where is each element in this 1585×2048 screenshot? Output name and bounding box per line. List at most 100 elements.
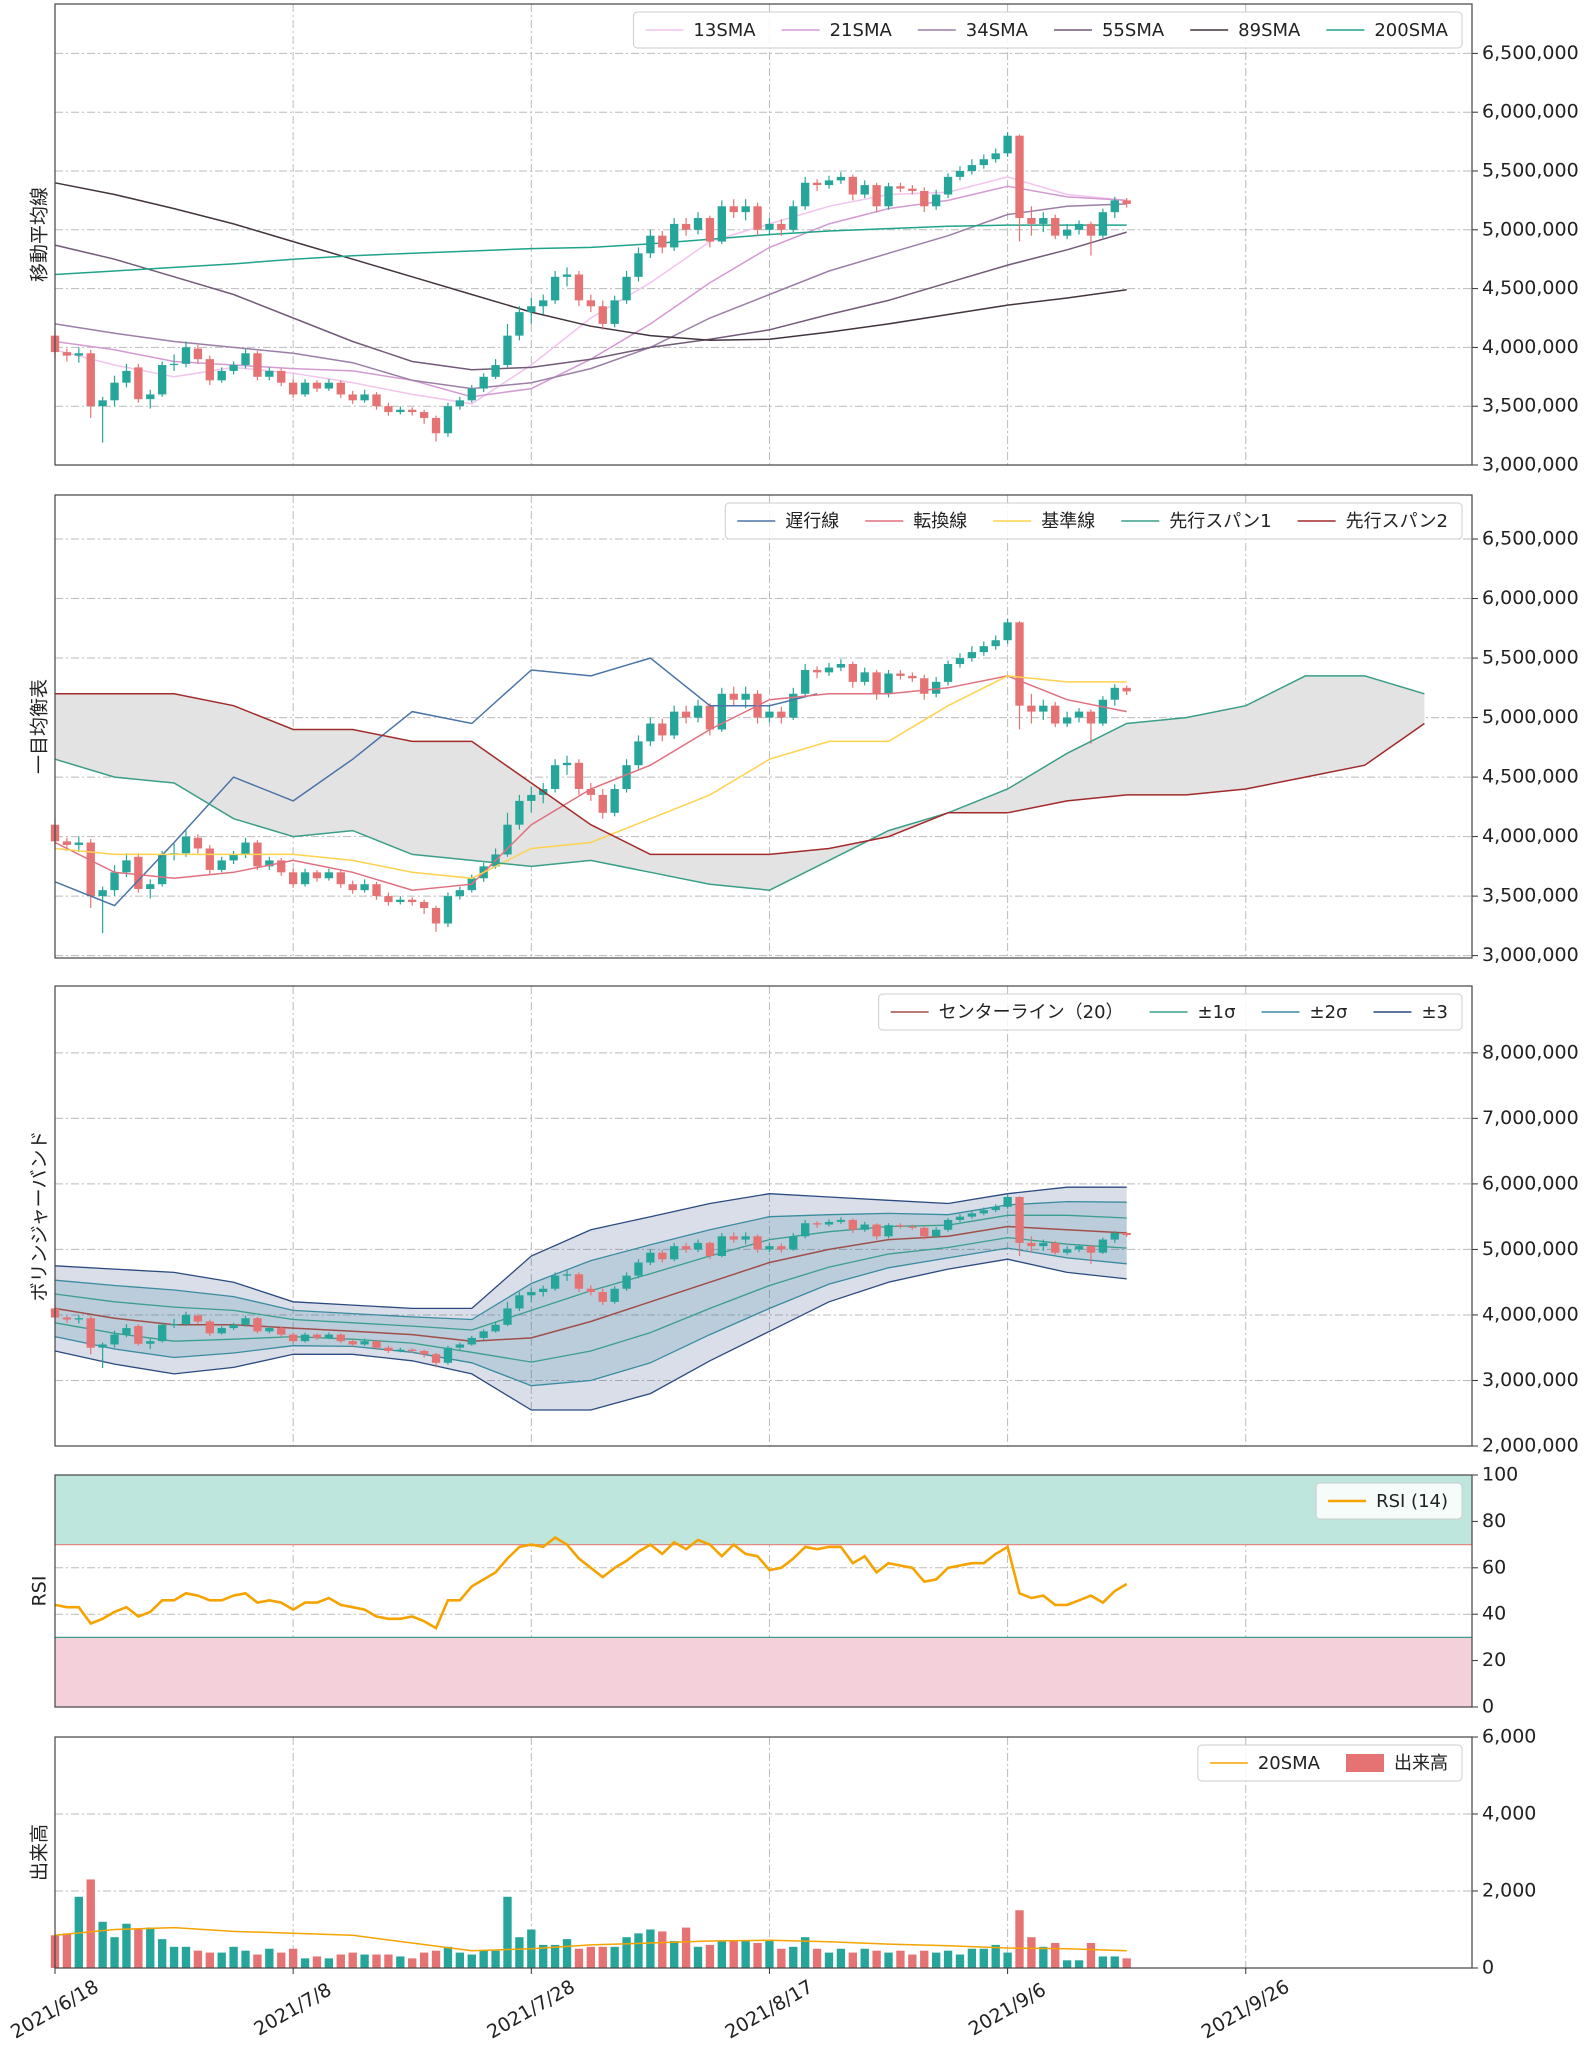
series-line [54, 182, 1127, 342]
candle-body [634, 1262, 643, 1276]
series-line [55, 693, 1425, 856]
legend: 20SMA 出来高 [1197, 1744, 1463, 1782]
candle-body [288, 1334, 298, 1342]
volume-bar [920, 1950, 929, 1968]
candle-body [670, 711, 679, 736]
legend-label: 先行スパン2 [1346, 511, 1448, 532]
candle-body [562, 762, 572, 766]
candle-body [646, 235, 655, 254]
candle-body [253, 353, 262, 377]
candle-body [419, 412, 429, 418]
y-tick-label: 5,000,000 [1482, 706, 1579, 728]
candle-body [419, 1350, 429, 1355]
volume-bar [300, 1958, 310, 1968]
candle-body [705, 218, 715, 242]
candle-body [467, 1337, 476, 1345]
volume-bar [360, 1954, 369, 1968]
candle-body [158, 365, 167, 395]
candle-body [86, 353, 95, 407]
y-tick-label: 5,000,000 [1482, 218, 1579, 240]
candle-body [598, 1292, 607, 1302]
candle-body [86, 1318, 95, 1348]
legend-label: RSI (14) [1376, 1491, 1448, 1512]
candle-body [658, 235, 667, 248]
candle-body [955, 170, 965, 177]
volume-bar [812, 1948, 822, 1968]
candle-body [908, 188, 917, 191]
candle-body [324, 382, 334, 389]
candle-body [1086, 1246, 1096, 1253]
candle-body [1122, 200, 1131, 204]
volume-bar [288, 1948, 298, 1968]
candle-body [1074, 1246, 1084, 1250]
volume-bar [801, 1937, 810, 1968]
volume-bar [431, 1950, 441, 1968]
volume-bar [491, 1950, 500, 1968]
candle-body [288, 872, 298, 885]
candle-body [1098, 212, 1108, 236]
volume-bar [336, 1954, 345, 1968]
candle-body [98, 890, 107, 897]
volume-bar [241, 1950, 250, 1968]
candle-body [1098, 1239, 1108, 1253]
candle-body [74, 353, 83, 356]
candle-body [491, 365, 500, 377]
candle-body [848, 664, 857, 682]
y-axis-label: RSI [29, 1576, 51, 1607]
volume-bar [98, 1921, 107, 1968]
candle-body [610, 1288, 619, 1302]
candle-body [110, 1334, 119, 1345]
candle-body [479, 376, 488, 389]
band-line [54, 1258, 1127, 1411]
candle-body [300, 382, 310, 395]
candle-body [753, 206, 762, 230]
candle-body [467, 388, 476, 401]
volume-bar [693, 1946, 703, 1968]
candle-body [812, 1223, 822, 1225]
volume-bar [1027, 1937, 1036, 1968]
candle-body [693, 218, 703, 230]
candle-body [348, 1341, 357, 1345]
candle-body [1039, 218, 1048, 224]
y-tick-label: 4,000 [1482, 1803, 1536, 1825]
volume-bar [1110, 1956, 1119, 1968]
candle-body [884, 673, 893, 694]
candle-body [539, 300, 548, 307]
volume-bar [646, 1929, 655, 1968]
candle-body [158, 1324, 167, 1342]
volume-bar [229, 1946, 238, 1968]
candle-body [1051, 218, 1060, 236]
panel: 0 20 40 60 80 100 RSI RSI (14) [29, 1464, 1519, 1718]
volume-bar [503, 1896, 512, 1968]
candle-body [931, 194, 941, 207]
candle-body [753, 1236, 762, 1250]
candle-body [693, 1242, 703, 1250]
volume-bar [1062, 1960, 1072, 1968]
candle-body [205, 359, 214, 381]
volume-bar [789, 1946, 798, 1968]
volume-bar [872, 1950, 881, 1968]
candle-body [884, 186, 893, 207]
candle-body [812, 182, 822, 186]
panel-frame [54, 1474, 1473, 1708]
candle-body [134, 856, 143, 889]
candle-body [586, 1288, 596, 1293]
volume-bar [324, 1958, 334, 1968]
candle-body [931, 1229, 941, 1237]
candle-body [62, 352, 72, 356]
candle-body [872, 185, 881, 207]
candle-body [967, 165, 977, 171]
volume-bar [253, 1954, 262, 1968]
legend-label: 出来高 [1394, 1753, 1448, 1774]
candle-body [348, 884, 357, 891]
y-tick-label: 0 [1482, 1957, 1494, 1979]
panel-frame [54, 1736, 1473, 1969]
candle-body [74, 1318, 83, 1320]
candle-body [777, 1246, 786, 1250]
candle-body [1098, 699, 1108, 724]
candle-body [360, 884, 369, 891]
candle-body [431, 908, 441, 924]
x-tick-label: 2021/7/28 [483, 1976, 578, 2044]
y-tick-label: 3,500,000 [1482, 395, 1579, 417]
